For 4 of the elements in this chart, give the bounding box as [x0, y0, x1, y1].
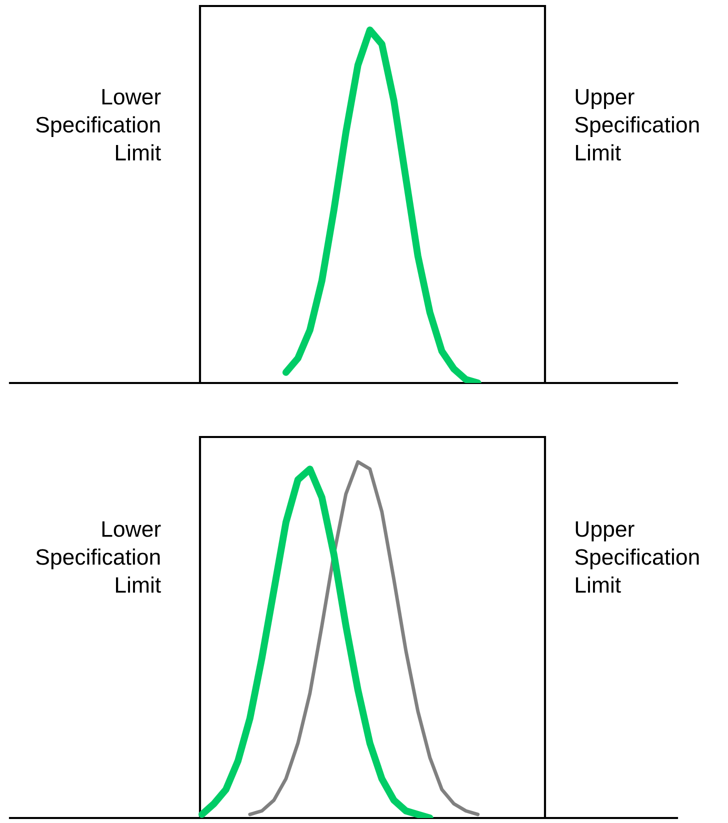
annotation: Upper Specification Limit — [575, 89, 699, 161]
annotation: Lower Specification Limit — [36, 521, 161, 593]
annotation: Lower Specification Limit — [36, 89, 161, 161]
annotation: Upper Specification Limit — [575, 521, 699, 593]
